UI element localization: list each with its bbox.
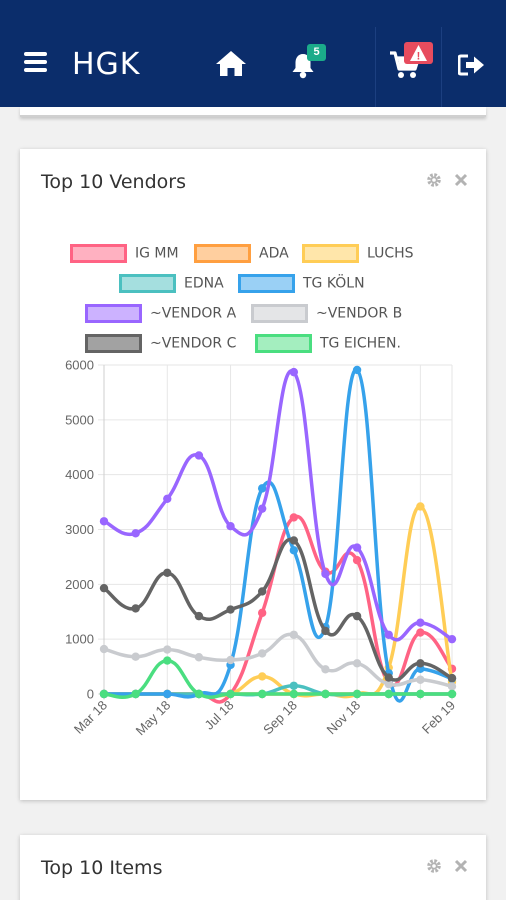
- data-point: [100, 645, 108, 653]
- data-point: [131, 529, 139, 537]
- menu-icon[interactable]: [24, 52, 47, 72]
- data-point: [195, 653, 203, 661]
- data-point: [416, 628, 424, 636]
- data-point: [163, 690, 171, 698]
- data-point: [321, 665, 329, 673]
- previous-card-bottom: [20, 107, 486, 117]
- y-tick-label: 3000: [65, 522, 94, 537]
- data-point: [290, 690, 298, 698]
- y-tick-label: 5000: [65, 412, 94, 427]
- data-point: [448, 682, 456, 690]
- top-vendors-card: Top 10 Vendors IG MM ADA LUCHS EDNA TG K…: [20, 149, 486, 800]
- app-brand: HGK: [72, 47, 140, 82]
- data-point: [195, 612, 203, 620]
- data-point: [290, 513, 298, 521]
- data-point: [163, 656, 171, 664]
- card-title: Top 10 Items: [41, 857, 162, 879]
- data-point: [353, 690, 361, 698]
- data-point: [100, 690, 108, 698]
- data-point: [163, 495, 171, 503]
- y-tick-label: 2000: [65, 577, 94, 592]
- cart-warning-badge: !: [404, 42, 433, 64]
- data-point: [321, 570, 329, 578]
- x-tick-label: Feb 19: [419, 698, 458, 737]
- card-tools: [425, 855, 468, 875]
- data-point: [131, 690, 139, 698]
- data-point: [290, 682, 298, 690]
- y-tick-label: 4000: [65, 467, 94, 482]
- chart-grid: [98, 365, 452, 700]
- data-point: [290, 368, 298, 376]
- data-point: [353, 612, 361, 620]
- data-point: [226, 605, 234, 613]
- data-point: [448, 690, 456, 698]
- data-point: [258, 484, 266, 492]
- data-point: [290, 546, 298, 554]
- data-point: [226, 690, 234, 698]
- data-point: [321, 627, 329, 635]
- data-point: [258, 504, 266, 512]
- warning-mark: !: [417, 51, 421, 63]
- x-tick-label: Nov 18: [323, 698, 363, 738]
- data-point: [163, 645, 171, 653]
- data-point: [353, 659, 361, 667]
- close-icon[interactable]: [454, 859, 468, 873]
- top-navbar: HGK 5 !: [0, 0, 506, 107]
- data-point: [416, 690, 424, 698]
- data-point: [131, 604, 139, 612]
- y-tick-label: 6000: [65, 358, 94, 373]
- home-icon[interactable]: [215, 50, 247, 77]
- data-point: [353, 366, 361, 374]
- data-point: [448, 674, 456, 682]
- settings-gear-icon[interactable]: [425, 857, 443, 875]
- logout-icon[interactable]: [458, 54, 486, 76]
- notification-count-badge: 5: [307, 44, 326, 61]
- data-point: [226, 656, 234, 664]
- chart-series: [100, 366, 456, 702]
- data-point: [163, 569, 171, 577]
- data-point: [385, 690, 393, 698]
- data-point: [258, 609, 266, 617]
- x-tick-label: Mar 18: [71, 698, 110, 737]
- x-tick-label: May 18: [133, 698, 174, 739]
- y-tick-label: 0: [87, 687, 94, 702]
- data-point: [195, 451, 203, 459]
- data-point: [258, 690, 266, 698]
- data-point: [290, 536, 298, 544]
- navbar-divider: [375, 27, 376, 107]
- x-tick-label: Sep 18: [260, 698, 300, 738]
- data-point: [385, 673, 393, 681]
- data-point: [416, 619, 424, 627]
- data-point: [448, 635, 456, 643]
- data-point: [353, 543, 361, 551]
- data-point: [100, 517, 108, 525]
- top-items-card: Top 10 Items: [20, 835, 486, 900]
- data-point: [226, 522, 234, 530]
- navbar-divider: [441, 27, 442, 107]
- data-point: [258, 672, 266, 680]
- data-point: [258, 587, 266, 595]
- warning-icon: !: [404, 42, 433, 64]
- data-point: [416, 659, 424, 667]
- data-point: [195, 690, 203, 698]
- data-point: [100, 584, 108, 592]
- data-point: [321, 690, 329, 698]
- data-point: [416, 502, 424, 510]
- data-point: [385, 631, 393, 639]
- data-point: [416, 676, 424, 684]
- y-tick-label: 1000: [65, 632, 94, 647]
- data-point: [258, 649, 266, 657]
- data-point: [290, 631, 298, 639]
- data-point: [353, 556, 361, 564]
- data-point: [131, 653, 139, 661]
